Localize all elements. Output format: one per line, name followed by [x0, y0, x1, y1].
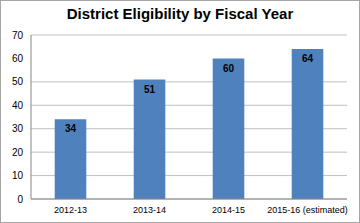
- svg-text:51: 51: [144, 84, 156, 95]
- svg-text:10: 10: [12, 170, 24, 181]
- svg-text:40: 40: [12, 100, 24, 111]
- svg-text:34: 34: [65, 123, 77, 134]
- html-text:District Eligibility by Fiscal: District Eligibility by Fiscal Year: [66, 5, 294, 22]
- svg-text:70: 70: [12, 30, 24, 41]
- svg-text:2012-13: 2012-13: [54, 205, 87, 215]
- svg-text:50: 50: [12, 76, 24, 87]
- svg-text:2014-15: 2014-15: [212, 205, 245, 215]
- svg-text:60: 60: [12, 53, 24, 64]
- svg-text:20: 20: [12, 147, 24, 158]
- svg-text:2013-14: 2013-14: [133, 205, 166, 215]
- svg-text:60: 60: [223, 63, 235, 74]
- svg-text:2015-16 (estimated): 2015-16 (estimated): [267, 205, 348, 215]
- svg-text:64: 64: [302, 53, 314, 64]
- svg-text:0: 0: [17, 194, 23, 205]
- svg-text:30: 30: [12, 123, 24, 134]
